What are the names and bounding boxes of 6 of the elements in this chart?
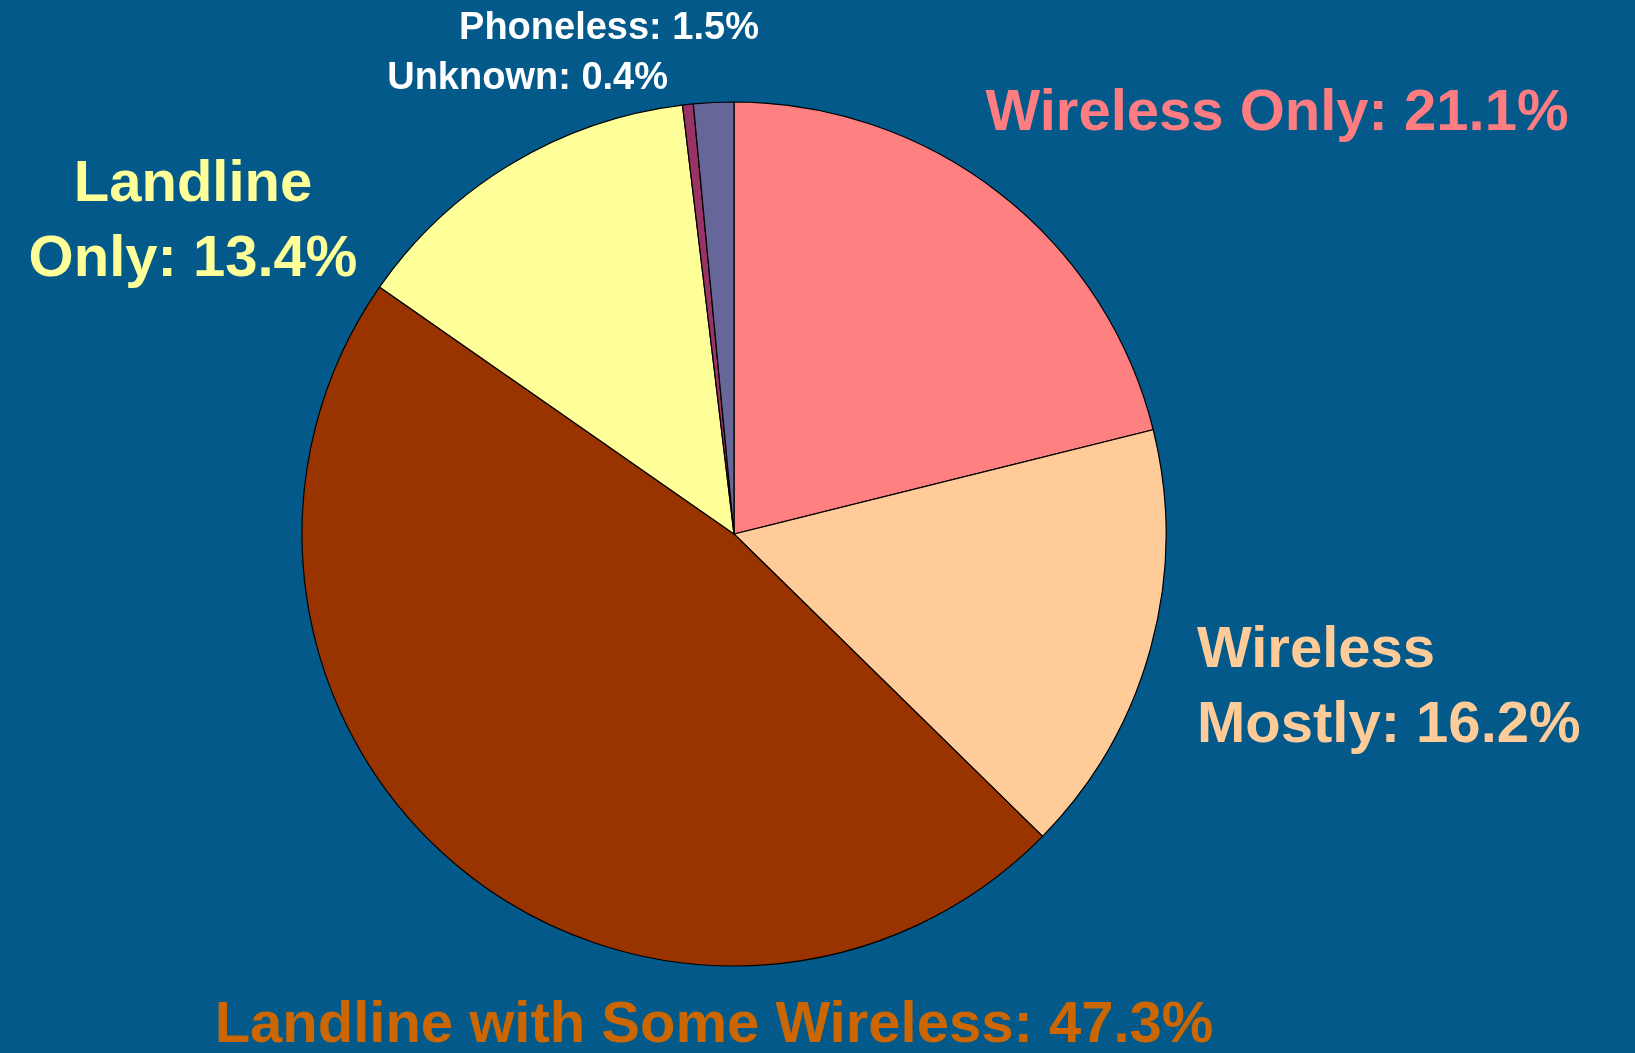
slice-label: Phoneless: 1.5%: [459, 5, 759, 47]
slice-label: Landline Only: 13.4%: [28, 148, 358, 289]
slice-label: Wireless Only: 21.1%: [985, 77, 1569, 142]
slice-label: Unknown: 0.4%: [387, 55, 668, 97]
slice-label: Wireless Mostly: 16.2%: [1197, 614, 1581, 755]
slice-label: Landline with Some Wireless: 47.3%: [214, 989, 1214, 1053]
